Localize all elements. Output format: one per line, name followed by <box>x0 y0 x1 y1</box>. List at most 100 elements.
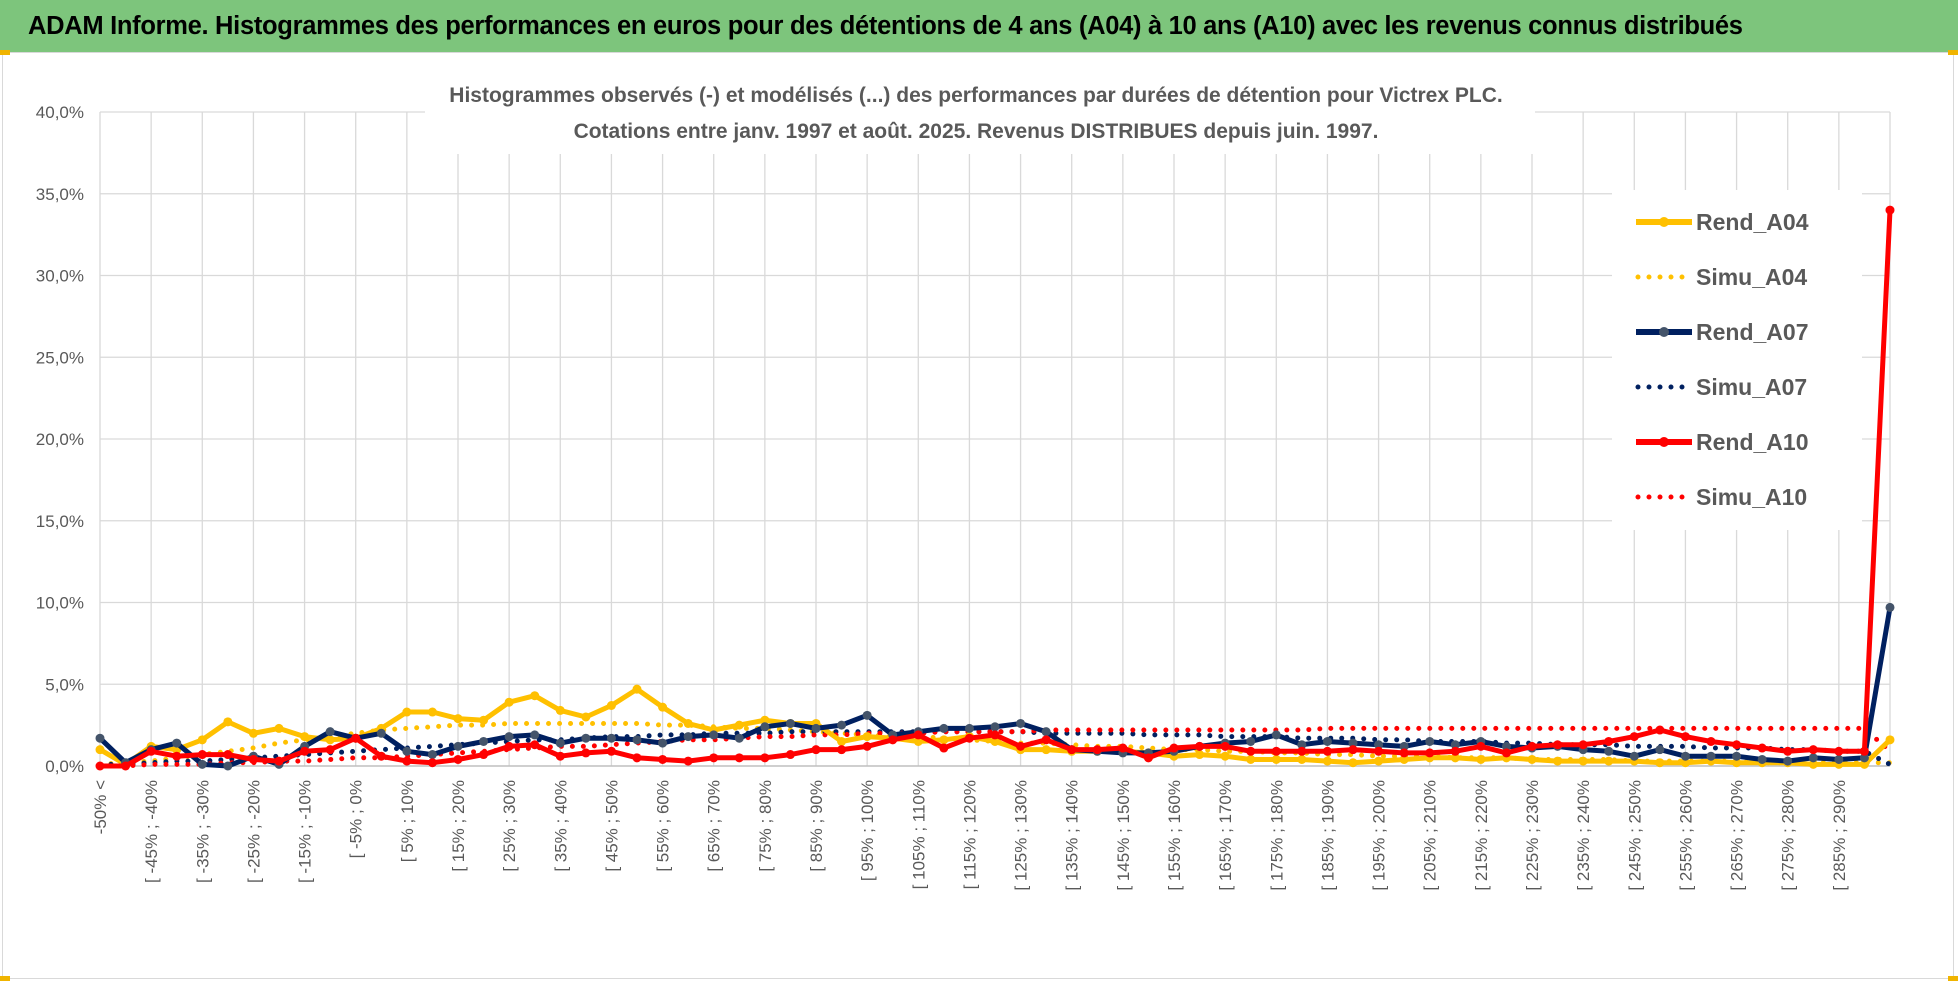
data-point <box>1808 753 1818 763</box>
data-point <box>964 733 974 743</box>
data-point <box>581 712 591 722</box>
data-point <box>1808 745 1818 755</box>
data-point <box>837 745 847 755</box>
data-point <box>1399 748 1409 758</box>
data-point <box>709 753 719 763</box>
data-point <box>121 761 131 771</box>
data-point <box>1859 753 1869 763</box>
data-point <box>1655 745 1665 755</box>
x-tick-label: -50% < <box>91 780 110 834</box>
data-point <box>1246 736 1256 746</box>
data-point <box>1783 746 1793 756</box>
y-tick-label: 25,0% <box>36 348 84 367</box>
legend-label: Rend_A04 <box>1696 209 1809 235</box>
data-point <box>1476 741 1486 751</box>
data-point <box>223 750 233 760</box>
data-point <box>479 750 489 760</box>
data-point <box>1885 602 1895 612</box>
data-point <box>1604 746 1614 756</box>
data-point <box>1885 735 1895 745</box>
data-point <box>504 732 514 742</box>
data-point <box>427 750 437 760</box>
legend-label: Simu_A07 <box>1696 374 1807 400</box>
data-point <box>1476 754 1486 764</box>
data-point <box>760 715 770 725</box>
data-point <box>1425 736 1435 746</box>
data-point <box>325 745 335 755</box>
data-point <box>990 736 1000 746</box>
data-point <box>1374 740 1384 750</box>
data-point <box>1041 727 1051 737</box>
data-point <box>1604 736 1614 746</box>
data-point <box>683 732 693 742</box>
data-point <box>555 738 565 748</box>
x-tick-label: [ 285% ; 290% <box>1830 780 1849 891</box>
chart-legend: Rend_A04 Simu_A04 Rend_A07 Simu_A07 Rend_A10… <box>1612 190 1862 530</box>
data-point <box>325 735 335 745</box>
x-tick-label: [ 45% ; 50% <box>602 780 621 872</box>
legend-item: Simu_A07 <box>1635 374 1807 400</box>
legend-marker <box>1659 217 1669 227</box>
legend-label: Simu_A10 <box>1696 484 1807 510</box>
data-point <box>1220 751 1230 761</box>
x-tick-label: [ 215% ; 220% <box>1472 780 1491 891</box>
x-tick-label: [ 35% ; 40% <box>551 780 570 872</box>
data-point <box>1578 740 1588 750</box>
data-point <box>197 750 207 760</box>
data-point <box>1348 745 1358 755</box>
data-point <box>760 722 770 732</box>
data-point <box>1732 740 1742 750</box>
data-point <box>479 715 489 725</box>
legend-label: Rend_A07 <box>1696 319 1808 345</box>
data-point <box>709 730 719 740</box>
x-tick-label: [ 175% ; 180% <box>1267 780 1286 891</box>
data-point <box>1322 736 1332 746</box>
data-point <box>402 707 412 717</box>
data-point <box>1604 756 1614 766</box>
data-point <box>1425 748 1435 758</box>
data-point <box>888 735 898 745</box>
data-point <box>1322 756 1332 766</box>
data-point <box>1859 759 1869 769</box>
data-point <box>555 705 565 715</box>
legend-marker <box>1659 327 1669 337</box>
data-point <box>1348 758 1358 768</box>
corner-marker <box>1948 976 1958 981</box>
data-point <box>1680 751 1690 761</box>
data-point <box>1169 743 1179 753</box>
data-point <box>862 732 872 742</box>
data-point <box>95 733 105 743</box>
x-tick-label: [ 95% ; 100% <box>858 780 877 881</box>
legend-item: Simu_A04 <box>1635 264 1807 290</box>
data-point <box>1246 746 1256 756</box>
data-point <box>632 684 642 694</box>
chart-frame <box>2 52 1954 979</box>
data-point <box>734 753 744 763</box>
title-background <box>425 76 1535 154</box>
data-point <box>1501 741 1511 751</box>
data-point <box>760 753 770 763</box>
data-point <box>658 754 668 764</box>
data-point <box>939 735 949 745</box>
series-simu-a10 <box>97 725 1893 769</box>
data-point <box>1732 751 1742 761</box>
series-line <box>97 725 1893 769</box>
data-point <box>1680 758 1690 768</box>
data-point <box>811 723 821 733</box>
data-point <box>811 745 821 755</box>
data-point <box>1016 718 1026 728</box>
data-point <box>1067 745 1077 755</box>
data-point <box>197 759 207 769</box>
data-point <box>1655 758 1665 768</box>
data-point <box>530 691 540 701</box>
data-point <box>1450 740 1460 750</box>
data-point <box>1246 754 1256 764</box>
data-point <box>1297 754 1307 764</box>
data-point <box>146 746 156 756</box>
x-tick-label: [ -25% ; -20% <box>244 780 263 883</box>
y-tick-label: 20,0% <box>36 430 84 449</box>
x-tick-label: [ 255% ; 260% <box>1676 780 1695 891</box>
data-point <box>990 730 1000 740</box>
data-point <box>1834 754 1844 764</box>
data-point <box>1732 758 1742 768</box>
